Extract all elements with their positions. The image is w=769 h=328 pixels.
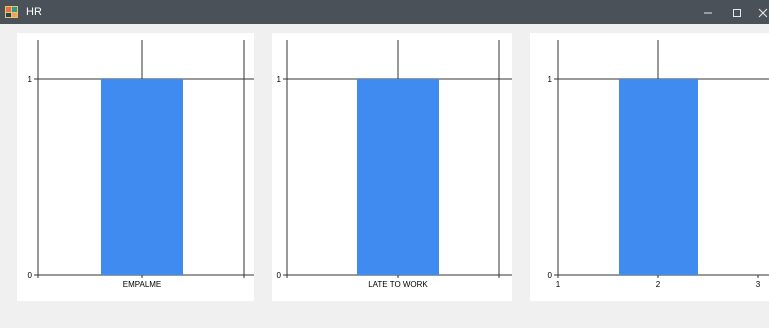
- window-title: HR: [26, 6, 42, 18]
- app-icon: [5, 6, 18, 18]
- minimize-icon: [704, 12, 712, 14]
- y-tick-label: 0: [277, 271, 282, 280]
- x-tick-label: 2: [656, 280, 661, 289]
- y-tick-label: 0: [28, 271, 33, 280]
- bar: [619, 79, 698, 275]
- x-tick-label: EMPALME: [123, 280, 162, 289]
- y-tick-label: 1: [28, 75, 33, 84]
- maximize-icon: [733, 8, 741, 17]
- bar: [101, 79, 183, 275]
- minimize-button[interactable]: [693, 0, 723, 24]
- chart-panel-2: 0 1 LATE TO WORK: [272, 33, 512, 301]
- close-button[interactable]: [751, 0, 769, 24]
- y-tick-label: 1: [548, 75, 553, 84]
- chart-2: 0 1 LATE TO WORK: [277, 40, 512, 289]
- chart-panel-1: 0 1 EMPALME: [17, 33, 254, 301]
- x-tick-label: 1: [556, 280, 561, 289]
- x-tick-label: LATE TO WORK: [368, 280, 428, 289]
- maximize-button[interactable]: [722, 0, 752, 24]
- y-tick-label: 0: [548, 271, 553, 280]
- y-tick-label: 1: [277, 75, 282, 84]
- close-icon: [758, 8, 768, 18]
- bar: [357, 79, 439, 275]
- x-tick-label: 3: [756, 280, 761, 289]
- chart-1: 0 1 EMPALME: [28, 40, 254, 289]
- chart-3: 011 2 3: [548, 40, 769, 289]
- title-bar[interactable]: HR: [0, 0, 769, 24]
